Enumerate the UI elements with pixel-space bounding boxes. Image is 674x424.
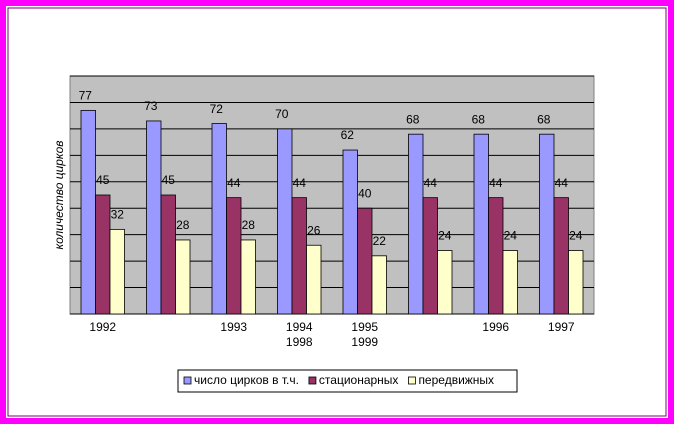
value-label: 44 (227, 176, 241, 190)
bar (160, 194, 176, 315)
value-label: 73 (144, 99, 158, 113)
x-tick-label: 1995 1999 (351, 320, 379, 349)
bar (226, 197, 242, 315)
value-label: 44 (424, 176, 438, 190)
value-label: 70 (275, 107, 289, 121)
value-label: 40 (358, 186, 372, 200)
value-label: 44 (293, 176, 307, 190)
value-label: 32 (111, 208, 125, 222)
bar (277, 128, 293, 315)
bar (371, 255, 387, 315)
legend-swatch (408, 376, 416, 385)
bar (175, 239, 191, 315)
value-label: 26 (307, 223, 321, 237)
x-tick-label: 1992 (89, 320, 117, 334)
value-label: 44 (489, 176, 503, 190)
legend-label: стационарных (319, 373, 399, 387)
inner-frame (7, 7, 667, 417)
y-axis-label: количество цирков (52, 140, 66, 249)
bar (488, 197, 504, 315)
bar (502, 250, 518, 315)
value-label: 77 (79, 89, 93, 103)
x-tick-label: 1993 (220, 320, 248, 334)
bar (80, 109, 96, 315)
bar (240, 239, 256, 315)
bar (568, 250, 584, 315)
value-label: 68 (472, 112, 486, 126)
bar (437, 250, 453, 315)
value-label: 45 (162, 173, 176, 187)
legend-swatch (183, 376, 192, 385)
bar (408, 133, 424, 315)
value-label: 68 (406, 112, 420, 126)
bar (95, 194, 111, 315)
bar (539, 133, 555, 315)
legend-label: число цирков в т.ч. (194, 373, 299, 387)
legend (177, 369, 518, 393)
value-label: 44 (555, 176, 569, 190)
bar (211, 123, 227, 315)
bar (473, 133, 489, 315)
value-label: 72 (210, 102, 224, 116)
bar (109, 228, 125, 315)
value-label: 28 (176, 218, 190, 232)
value-label: 62 (341, 128, 355, 142)
value-label: 24 (438, 229, 452, 243)
value-label: 24 (504, 229, 518, 243)
bar (342, 149, 358, 315)
x-tick-label: 1997 (547, 320, 575, 334)
x-tick-label: 1996 (482, 320, 510, 334)
x-tick-label: 1994 1998 (285, 320, 313, 349)
bar (422, 197, 438, 315)
bar (146, 120, 162, 315)
value-label: 22 (373, 234, 387, 248)
value-label: 24 (569, 229, 583, 243)
bar (291, 197, 307, 315)
bar (553, 197, 569, 315)
legend-swatch (308, 376, 317, 385)
bar (306, 244, 322, 315)
legend-label: передвижных (418, 373, 494, 387)
value-label: 45 (96, 173, 110, 187)
bar (357, 207, 373, 315)
value-label: 68 (537, 112, 551, 126)
value-label: 28 (242, 218, 256, 232)
